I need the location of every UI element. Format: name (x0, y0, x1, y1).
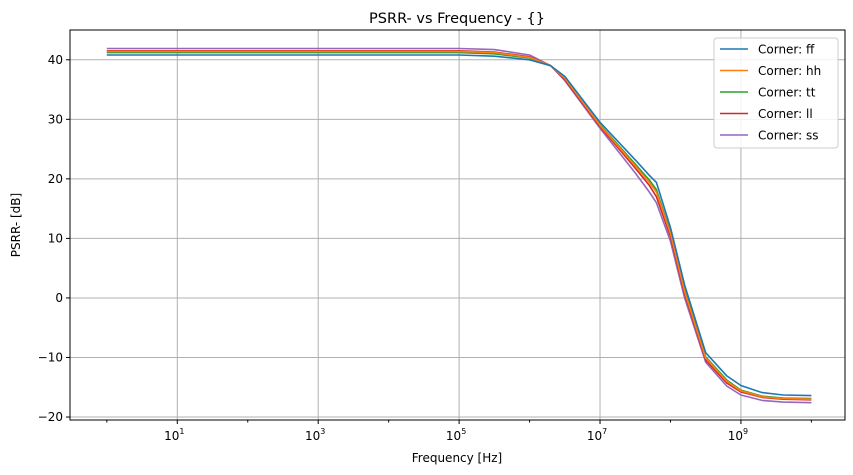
y-tick-label: −20 (38, 410, 63, 424)
grid (70, 30, 845, 420)
legend: Corner: ff Corner: hh Corner: tt Corner: ll… (713, 37, 839, 149)
series-line (106, 47, 812, 404)
y-tick-label: −10 (38, 350, 63, 364)
y-axis-label: PSRR- [dB] (9, 193, 23, 257)
x-axis-label: Frequency [Hz] (412, 451, 503, 465)
y-tick-label: 0 (55, 291, 63, 305)
legend-label: Corner: ss (758, 129, 819, 143)
series-lines (106, 47, 812, 404)
x-axis-ticks: 101 103 105 107 109 (106, 420, 812, 443)
plot-frame (69, 29, 846, 421)
legend-label: Corner: ll (758, 107, 813, 121)
x-tick-label: 107 (587, 427, 607, 443)
x-tick-label: 109 (728, 427, 748, 443)
chart-title: PSRR- vs Frequency - {} (369, 11, 545, 27)
legend-box (713, 37, 839, 149)
x-tick-label: 101 (164, 427, 184, 443)
y-tick-label: 20 (48, 172, 63, 186)
y-tick-label: 40 (48, 53, 63, 67)
y-tick-label: 30 (48, 112, 63, 126)
x-tick-label: 105 (446, 427, 466, 443)
y-axis-ticks: −20 −10 0 10 20 30 40 (38, 53, 70, 424)
series-line (106, 50, 812, 400)
y-tick-label: 10 (48, 231, 63, 245)
legend-label: Corner: ff (758, 43, 815, 57)
x-tick-label: 103 (305, 427, 325, 443)
legend-label: Corner: tt (758, 86, 816, 100)
series-line (106, 54, 812, 397)
legend-label: Corner: hh (758, 64, 821, 78)
